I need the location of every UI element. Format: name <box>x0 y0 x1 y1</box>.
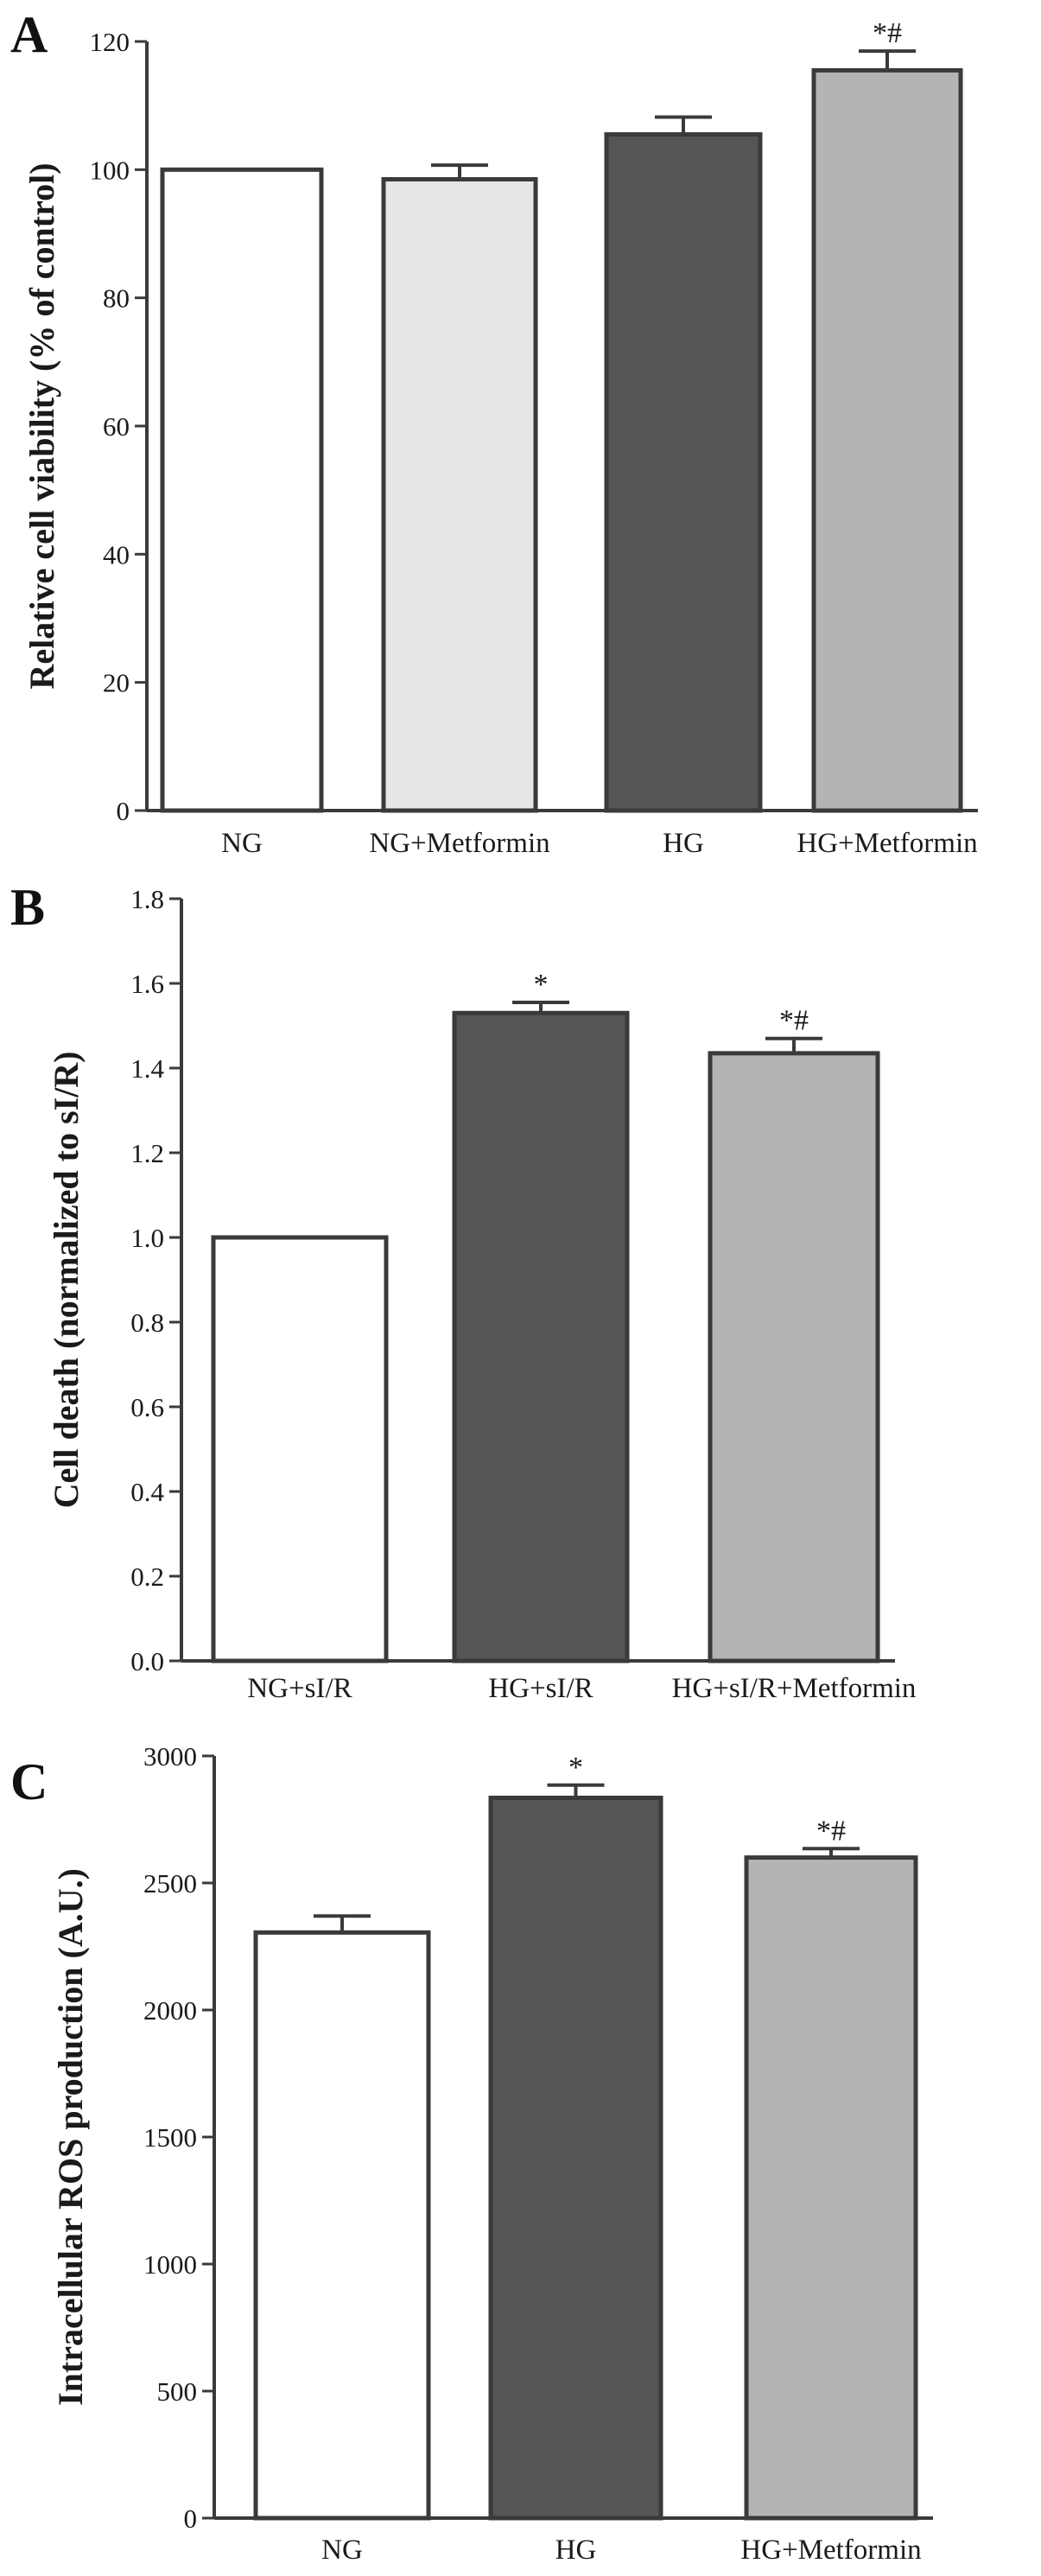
x-tick-label: HG+sI/R+Metformin <box>672 1673 917 1704</box>
y-tick-label: 0 <box>117 796 130 826</box>
y-tick-label: 20 <box>103 668 130 698</box>
significance-label: *# <box>816 1815 846 1847</box>
y-axis-label: Cell death (normalized to sI/R) <box>47 1052 86 1509</box>
y-tick-label: 2000 <box>143 1995 197 2026</box>
y-tick-label: 100 <box>90 155 130 185</box>
y-tick-label: 3000 <box>143 1741 197 1771</box>
chart-panel-b: B Cell death (normalized to sI/R) 0.0 0.2 0.… <box>10 879 916 1704</box>
chart-panel-c: C Intracellular ROS production (A.U.) 0 500… <box>10 1741 933 2566</box>
significance-label: *# <box>873 17 902 49</box>
y-tick-label: 0.8 <box>130 1307 164 1338</box>
y-axis-label: Intracellular ROS production (A.U.) <box>51 1868 90 2406</box>
y-tick-label: 2500 <box>143 1868 197 1899</box>
x-tick-label: NG+sI/R <box>247 1673 352 1704</box>
y-tick-label: 500 <box>157 2376 198 2407</box>
y-tick-label: 0.0 <box>130 1646 164 1676</box>
bar <box>488 1796 663 2521</box>
y-tick-label: 0.6 <box>130 1392 164 1422</box>
panel-letter: B <box>10 879 45 936</box>
x-tick-label: HG <box>663 828 704 859</box>
y-tick-label: 1.6 <box>130 969 164 999</box>
y-tick-label: 1.8 <box>130 884 164 914</box>
y-tick-label: 1.2 <box>130 1138 164 1168</box>
y-tick-label: 80 <box>103 283 130 314</box>
significance-label: * <box>534 969 549 1001</box>
y-tick-label: 1.0 <box>130 1223 164 1253</box>
significance-label: *# <box>779 1005 809 1037</box>
panel-letter: A <box>10 6 48 63</box>
x-tick-label: NG <box>321 2535 363 2566</box>
bar <box>811 67 963 813</box>
y-tick-label: 60 <box>103 411 130 442</box>
y-tick-label: 120 <box>90 27 130 57</box>
x-tick-label: HG <box>555 2535 597 2566</box>
y-tick-label: 0.2 <box>130 1562 164 1592</box>
bar <box>708 1051 880 1663</box>
x-tick-label: HG+sI/R <box>488 1673 593 1704</box>
bar <box>253 1930 431 2521</box>
bar <box>604 132 763 813</box>
y-tick-label: 1.4 <box>130 1053 164 1084</box>
x-tick-label: HG+Metformin <box>740 2535 921 2566</box>
bar <box>381 176 538 813</box>
bar <box>452 1010 630 1663</box>
y-tick-label: 1000 <box>143 2249 197 2280</box>
x-tick-label: HG+Metformin <box>797 828 977 859</box>
x-tick-label: NG <box>221 828 263 859</box>
significance-label: * <box>568 1752 583 1784</box>
bar <box>211 1235 389 1663</box>
chart-panel-a: A Relative cell viability (% of control) 0… <box>10 6 978 859</box>
y-tick-label: 0 <box>184 2503 198 2534</box>
bar <box>744 1855 918 2521</box>
bar <box>160 167 324 813</box>
panel-letter: C <box>10 1753 48 1810</box>
y-axis-label: Relative cell viability (% of control) <box>22 162 61 689</box>
y-tick-label: 0.4 <box>130 1477 164 1507</box>
y-tick-label: 40 <box>103 539 130 569</box>
x-tick-label: NG+Metformin <box>369 828 549 859</box>
y-tick-label: 1500 <box>143 2122 197 2153</box>
